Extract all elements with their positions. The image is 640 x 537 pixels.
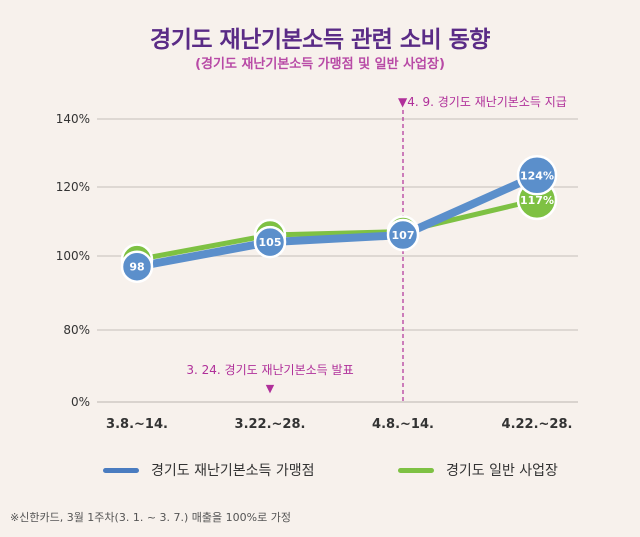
y-tick-label: 140%: [56, 112, 90, 126]
x-tick-label: 4.22.~28.: [502, 417, 573, 432]
annotation-release-label: ▼4. 9. 경기도 재난기본소득 지급: [398, 95, 567, 109]
chart-subtitle: (경기도 재난기본소득 가맹점 및 일반 사업장): [195, 57, 445, 72]
footnote: ※신한카드, 3월 1주차(3. 1. ~ 3. 7.) 매출을 100%로 가…: [10, 511, 291, 524]
data-label-blue: 107: [392, 229, 415, 242]
annotation-announce-marker: ▼: [266, 382, 275, 395]
data-label-green: 117%: [520, 194, 554, 207]
data-point-blue: [516, 155, 558, 196]
data-label-blue: 98: [129, 261, 144, 274]
y-tick-label: 120%: [56, 180, 90, 194]
data-point-blue: [120, 250, 154, 283]
chart-title: 경기도 재난기본소득 관련 소비 동향: [150, 27, 490, 53]
annotation-announce-label: 3. 24. 경기도 재난기본소득 발표: [186, 363, 353, 377]
x-tick-label: 4.8.~14.: [372, 417, 434, 432]
legend-label-green: 경기도 일반 사업장: [446, 463, 558, 479]
series-line-blue: [133, 171, 541, 271]
data-point-blue: [253, 225, 287, 259]
data-label-blue: 124%: [520, 169, 554, 182]
data-point-blue: [386, 218, 420, 252]
legend-swatch-green: [398, 467, 434, 473]
series-line-green: [134, 197, 540, 263]
y-tick-label: 80%: [63, 323, 90, 337]
legend-item-green: 경기도 일반 사업장: [398, 460, 558, 480]
legend-label-blue: 경기도 재난기본소득 가맹점: [151, 463, 315, 479]
y-tick-label: 100%: [56, 249, 90, 263]
x-tick-label: 3.8.~14.: [106, 417, 168, 432]
data-label-blue: 105: [259, 236, 282, 249]
legend-item-blue: 경기도 재난기본소득 가맹점: [103, 460, 314, 480]
y-tick-label: 0%: [71, 395, 90, 409]
legend-swatch-blue: [103, 467, 139, 473]
x-tick-label: 3.22.~28.: [235, 417, 306, 432]
